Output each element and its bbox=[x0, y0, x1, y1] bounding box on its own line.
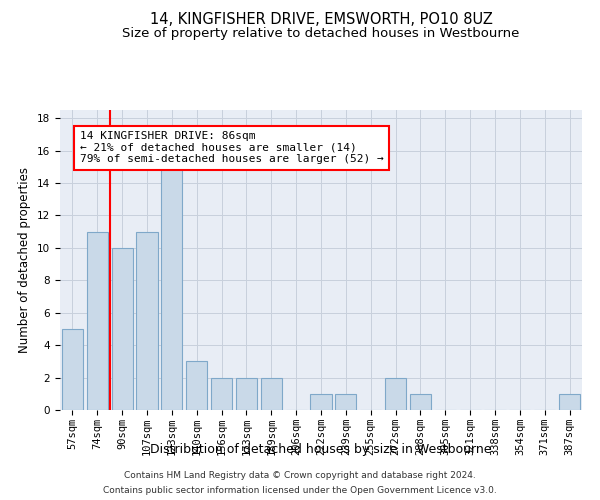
Bar bbox=[236, 378, 257, 410]
Bar bbox=[385, 378, 406, 410]
Bar bbox=[310, 394, 332, 410]
Bar bbox=[410, 394, 431, 410]
Bar bbox=[261, 378, 282, 410]
Text: Size of property relative to detached houses in Westbourne: Size of property relative to detached ho… bbox=[122, 28, 520, 40]
Text: 14, KINGFISHER DRIVE, EMSWORTH, PO10 8UZ: 14, KINGFISHER DRIVE, EMSWORTH, PO10 8UZ bbox=[149, 12, 493, 28]
Y-axis label: Number of detached properties: Number of detached properties bbox=[19, 167, 31, 353]
Bar bbox=[87, 232, 108, 410]
Bar bbox=[211, 378, 232, 410]
Bar bbox=[161, 167, 182, 410]
Bar bbox=[186, 362, 207, 410]
Bar bbox=[559, 394, 580, 410]
Bar bbox=[136, 232, 158, 410]
Text: Contains public sector information licensed under the Open Government Licence v3: Contains public sector information licen… bbox=[103, 486, 497, 495]
Bar bbox=[112, 248, 133, 410]
Text: 14 KINGFISHER DRIVE: 86sqm
← 21% of detached houses are smaller (14)
79% of semi: 14 KINGFISHER DRIVE: 86sqm ← 21% of deta… bbox=[80, 131, 383, 164]
Bar bbox=[62, 329, 83, 410]
Bar bbox=[335, 394, 356, 410]
Text: Contains HM Land Registry data © Crown copyright and database right 2024.: Contains HM Land Registry data © Crown c… bbox=[124, 471, 476, 480]
Text: Distribution of detached houses by size in Westbourne: Distribution of detached houses by size … bbox=[150, 442, 492, 456]
